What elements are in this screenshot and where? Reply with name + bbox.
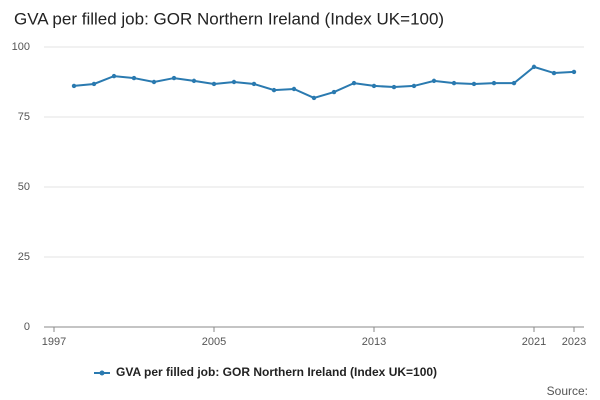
x-tick-label: 1997 xyxy=(42,336,66,348)
point xyxy=(251,81,257,87)
y-tick-label: 0 xyxy=(24,321,30,333)
point xyxy=(411,83,417,89)
point xyxy=(111,73,117,79)
point xyxy=(171,75,177,81)
x-tick-label: 2005 xyxy=(202,336,226,348)
legend-label: GVA per filled job: GOR Northern Ireland… xyxy=(116,365,437,379)
y-tick-label: 100 xyxy=(12,41,30,53)
point xyxy=(71,83,77,89)
point xyxy=(151,79,157,85)
x-tick-label: 2023 xyxy=(562,336,586,348)
y-tick-label: 25 xyxy=(18,251,30,263)
y-tick-label: 75 xyxy=(18,111,30,123)
point xyxy=(351,80,357,86)
point xyxy=(91,81,97,87)
point xyxy=(271,87,277,93)
point xyxy=(451,80,457,86)
legend-marker xyxy=(99,370,105,376)
point xyxy=(491,80,497,86)
point xyxy=(131,75,137,81)
point xyxy=(291,86,297,92)
point xyxy=(391,84,397,90)
point xyxy=(431,78,437,84)
point xyxy=(531,64,537,70)
point xyxy=(191,78,197,84)
point xyxy=(231,79,237,85)
chart-title: GVA per filled job: GOR Northern Ireland… xyxy=(14,9,444,28)
x-tick-label: 2021 xyxy=(522,336,546,348)
point xyxy=(511,80,517,86)
point xyxy=(471,81,477,87)
point xyxy=(371,83,377,89)
y-tick-label: 50 xyxy=(18,181,30,193)
point xyxy=(311,95,317,101)
point xyxy=(331,89,337,95)
x-tick-label: 2013 xyxy=(362,336,386,348)
point xyxy=(211,81,217,87)
point xyxy=(551,70,557,76)
series-line xyxy=(73,65,575,100)
source-label: Source: xyxy=(547,384,588,398)
point xyxy=(571,69,577,75)
